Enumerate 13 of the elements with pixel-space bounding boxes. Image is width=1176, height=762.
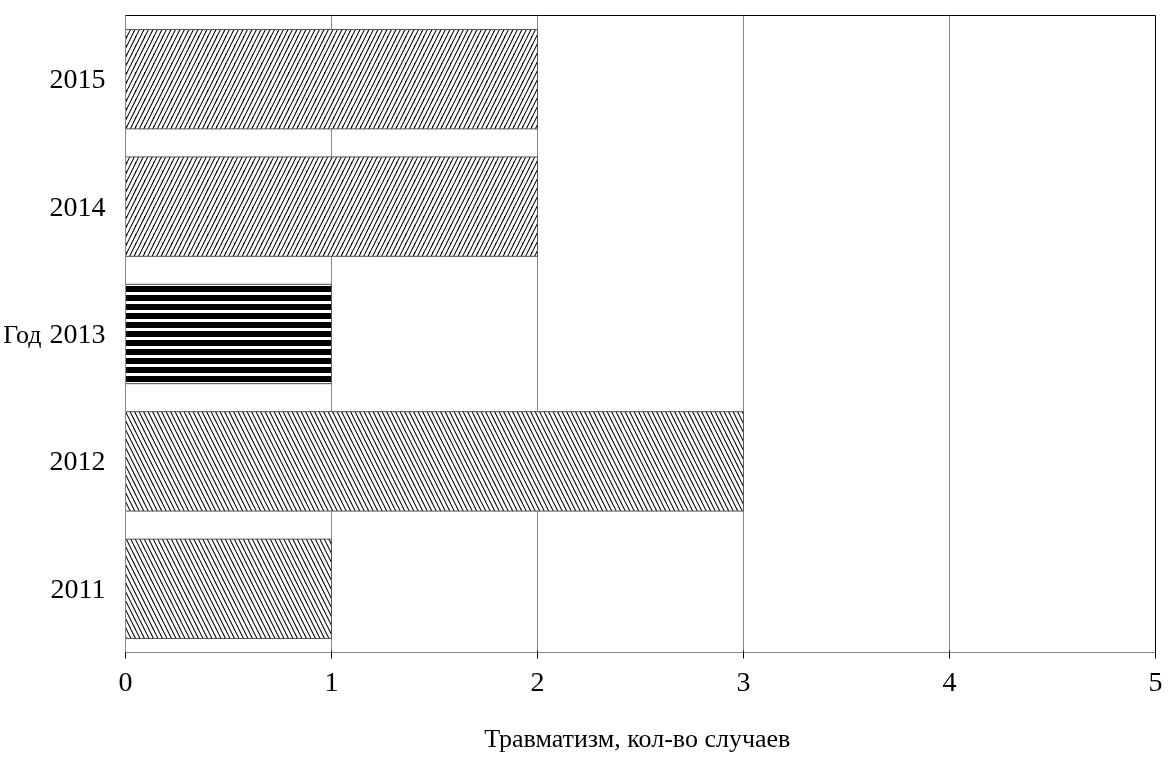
y-axis-title: Год	[3, 319, 42, 349]
y-tick-label: 2011	[50, 572, 106, 604]
x-tick-label: 1	[324, 665, 339, 697]
y-tick-label: 2014	[49, 190, 106, 222]
x-tick-label: 0	[118, 665, 133, 697]
x-tick-label: 5	[1148, 665, 1163, 697]
y-tick-label: 2015	[49, 63, 106, 95]
y-tick-label: 2013	[49, 318, 106, 349]
y-tick-label: 2012	[49, 445, 106, 477]
x-tick-label: 4	[942, 665, 957, 697]
x-axis-title: Травматизм, кол-во случаев	[484, 723, 791, 753]
x-tick-label: 3	[736, 665, 751, 697]
x-tick-label: 2	[530, 665, 545, 697]
